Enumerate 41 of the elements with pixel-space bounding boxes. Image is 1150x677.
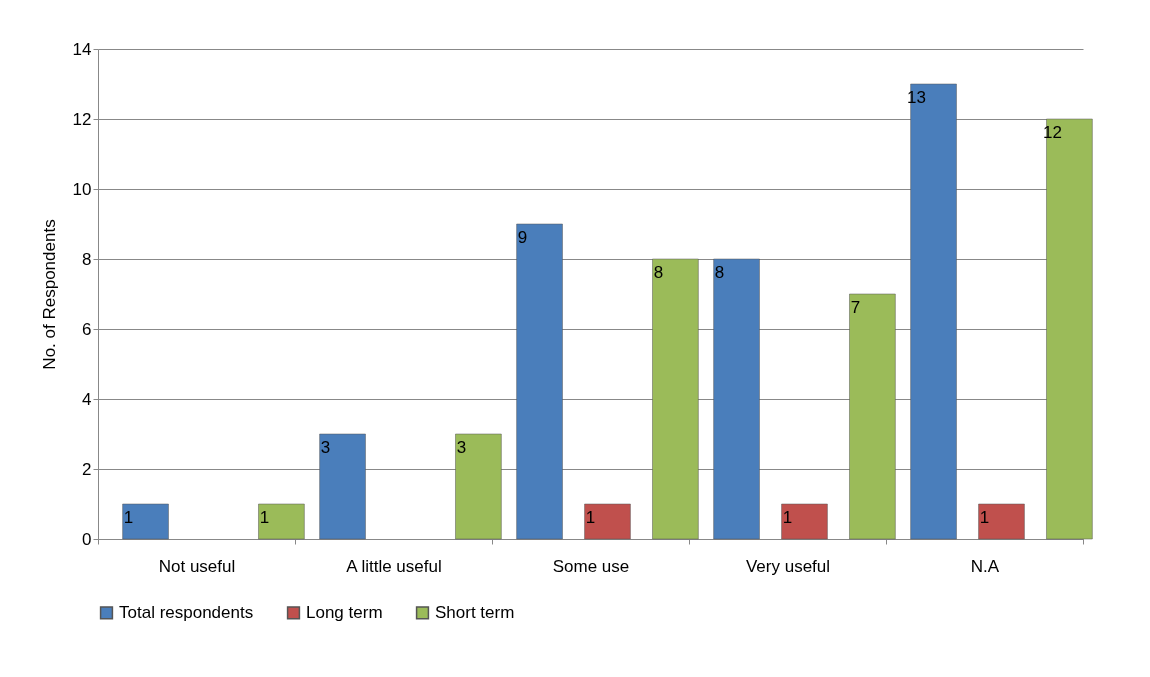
x-tick-label: Some use bbox=[552, 556, 630, 576]
y-tick-label: 6 bbox=[82, 319, 92, 339]
bar bbox=[319, 433, 366, 540]
data-label: 1 bbox=[123, 508, 134, 527]
data-label: 1 bbox=[782, 508, 793, 527]
x-tick-label: A little useful bbox=[346, 556, 442, 576]
bar bbox=[584, 503, 631, 540]
y-tick-label: 14 bbox=[72, 39, 92, 59]
x-tick-label: Very useful bbox=[745, 556, 831, 576]
y-tick-label: 4 bbox=[82, 389, 92, 409]
data-label: 1 bbox=[259, 508, 270, 527]
y-axis-title: No. of Respondents bbox=[39, 219, 59, 370]
y-tick-label: 2 bbox=[82, 459, 92, 479]
bar bbox=[652, 258, 699, 540]
bar bbox=[122, 503, 169, 540]
x-tick-label: Not useful bbox=[158, 556, 236, 576]
data-label: 1 bbox=[979, 508, 990, 527]
bar bbox=[258, 503, 305, 540]
y-tick-label: 10 bbox=[72, 179, 92, 199]
y-tick-label: 12 bbox=[72, 109, 92, 129]
bar bbox=[516, 223, 563, 540]
bar bbox=[1046, 118, 1093, 540]
x-tick-label: N.A bbox=[970, 556, 1000, 576]
data-label: 3 bbox=[456, 438, 467, 457]
y-tick-label: 0 bbox=[82, 529, 92, 549]
y-tick-label: 8 bbox=[82, 249, 92, 269]
data-label: 8 bbox=[714, 263, 725, 282]
legend-label: Total respondents bbox=[119, 602, 254, 622]
data-label: 1 bbox=[585, 508, 596, 527]
data-label: 3 bbox=[320, 438, 331, 457]
bar bbox=[781, 503, 828, 540]
data-label: 8 bbox=[653, 263, 664, 282]
bar bbox=[455, 433, 502, 540]
data-label: 9 bbox=[517, 228, 528, 247]
data-label: 7 bbox=[850, 298, 861, 317]
bar bbox=[978, 503, 1025, 540]
legend-label: Short term bbox=[435, 602, 515, 622]
bar bbox=[910, 83, 957, 540]
bar bbox=[849, 293, 896, 540]
bar bbox=[713, 258, 760, 540]
legend-label: Long term bbox=[306, 602, 383, 622]
